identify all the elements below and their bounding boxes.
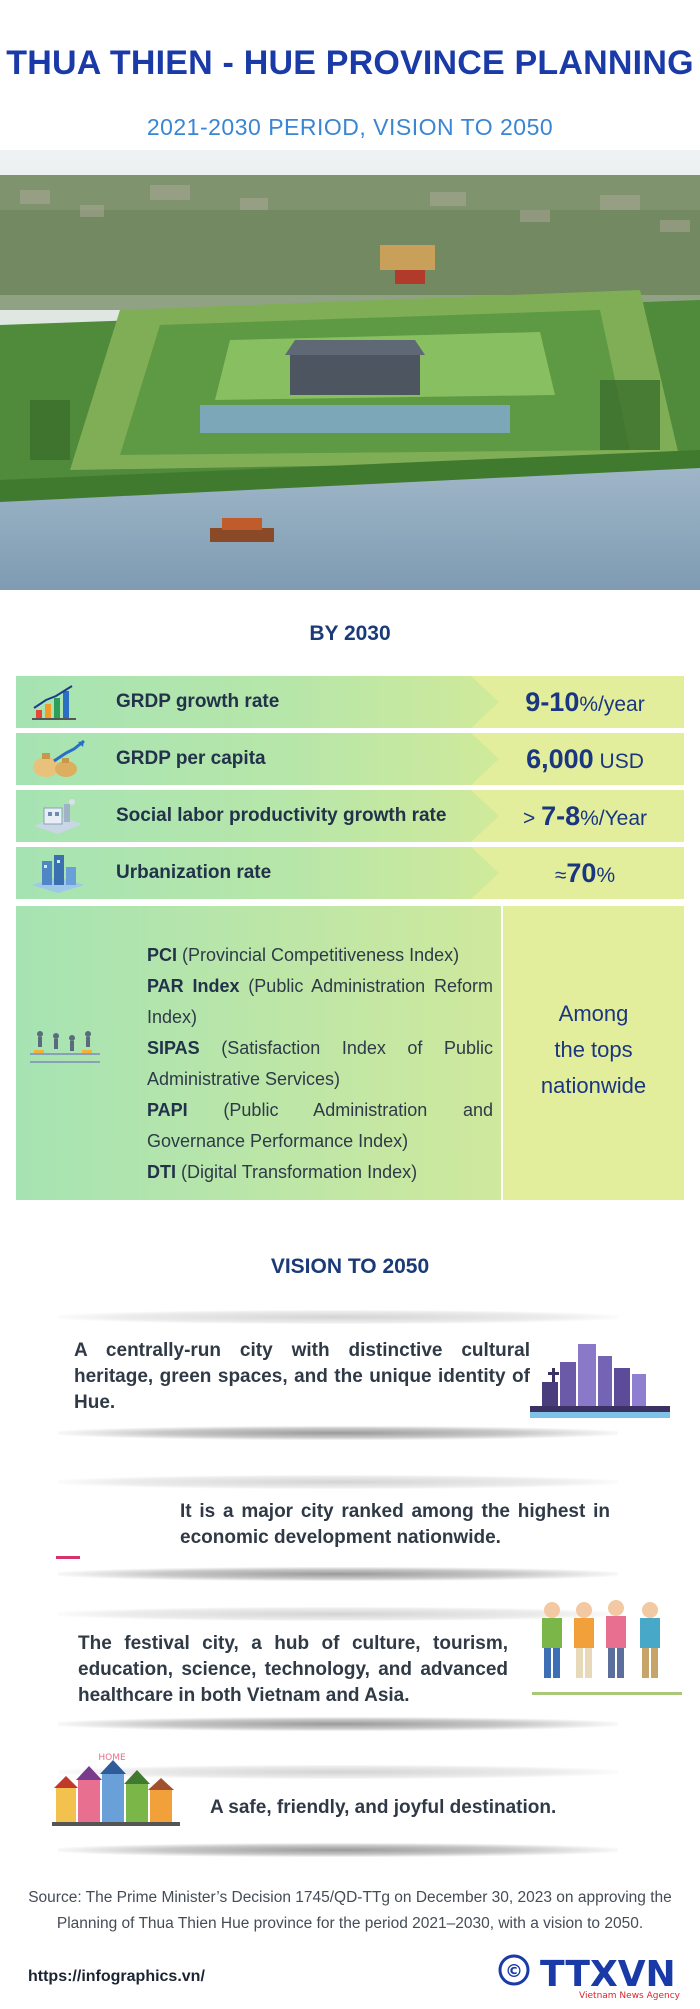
city-buildings-icon [32,855,84,893]
index-item: PAR Index (Public Administration Reform … [147,976,493,1027]
index-item: PCI (Provincial Competitiveness Index) [147,945,460,965]
page-subtitle: 2021-2030 PERIOD, VISION TO 2050 [146,114,554,140]
vision-card: A safe, friendly, and joyful destination… [58,1765,618,1865]
hue-citadel-aerial-photo [0,150,700,590]
stat-value: ≈70% [554,858,616,888]
stat-value: 6,000 USD [526,744,644,774]
svg-text:©: © [505,1961,523,1982]
growth-chart-icon [32,685,76,720]
stat-row-labor-productivity: Social labor productivity growth rate > … [16,790,684,842]
svg-text:TTXVN: TTXVN [540,1954,676,1995]
vision-card: It is a major city ranked among the high… [58,1475,618,1585]
stat-row-grdp-per-capita: GRDP per capita 6,000 USD [16,733,684,785]
indices-result: Among the tops nationwide [540,1001,647,1098]
stat-row-urbanization: Urbanization rate ≈70% [16,847,684,899]
stat-row-grdp-growth: GRDP growth rate 9-10%/year [16,676,684,728]
stat-label: GRDP per capita [116,748,266,769]
website-link[interactable]: https://infographics.vn/ [28,1968,205,1985]
city-skyline-icon [530,1344,670,1418]
stat-label: Social labor productivity growth rate [116,805,447,826]
vision-card: A centrally-run city with distinctive cu… [58,1310,618,1450]
section-heading-2050: VISION TO 2050 [270,1255,430,1278]
factory-icon [34,799,82,834]
vision-card: The festival city, a hub of culture, tou… [58,1607,618,1737]
stat-label: Urbanization rate [116,862,272,883]
index-item: PAPI (Public Administration and Governan… [147,1100,493,1151]
money-bags-icon [33,739,85,777]
houses-icon: HOME [52,1753,180,1826]
vision-text: A safe, friendly, and joyful destination… [210,1797,557,1818]
page-title: THUA THIEN - HUE PROVINCE PLANNING [6,44,694,82]
tourists-icon [532,1600,682,1695]
ttxvn-logo: © TTXVN Vietnam News Agency [498,1954,681,2000]
index-item: DTI (Digital Transformation Index) [147,1162,418,1182]
index-item: SIPAS (Satisfaction Index of Public Admi… [147,1038,493,1089]
indices-list: PCI (Provincial Competitiveness Index) P… [147,940,493,1188]
stat-label: GRDP growth rate [116,691,280,712]
vision-text: It is a major city ranked among the high… [180,1501,610,1548]
pink-dash-icon [56,1556,80,1559]
vision-text: A centrally-run city with distinctive cu… [74,1340,530,1413]
section-heading-2030: BY 2030 [309,622,391,645]
vision-text: The festival city, a hub of culture, tou… [78,1633,508,1706]
svg-text:HOME: HOME [98,1753,126,1763]
indices-panel: PCI (Provincial Competitiveness Index) P… [16,906,684,1200]
stat-value: 9-10%/year [525,687,645,717]
source-note: Source: The Prime Minister’s Decision 17… [28,1889,672,1932]
svg-text:Vietnam News Agency: Vietnam News Agency [579,1991,681,2000]
runners-icon [30,1031,100,1063]
stat-value: > 7-8%/Year [522,801,648,831]
